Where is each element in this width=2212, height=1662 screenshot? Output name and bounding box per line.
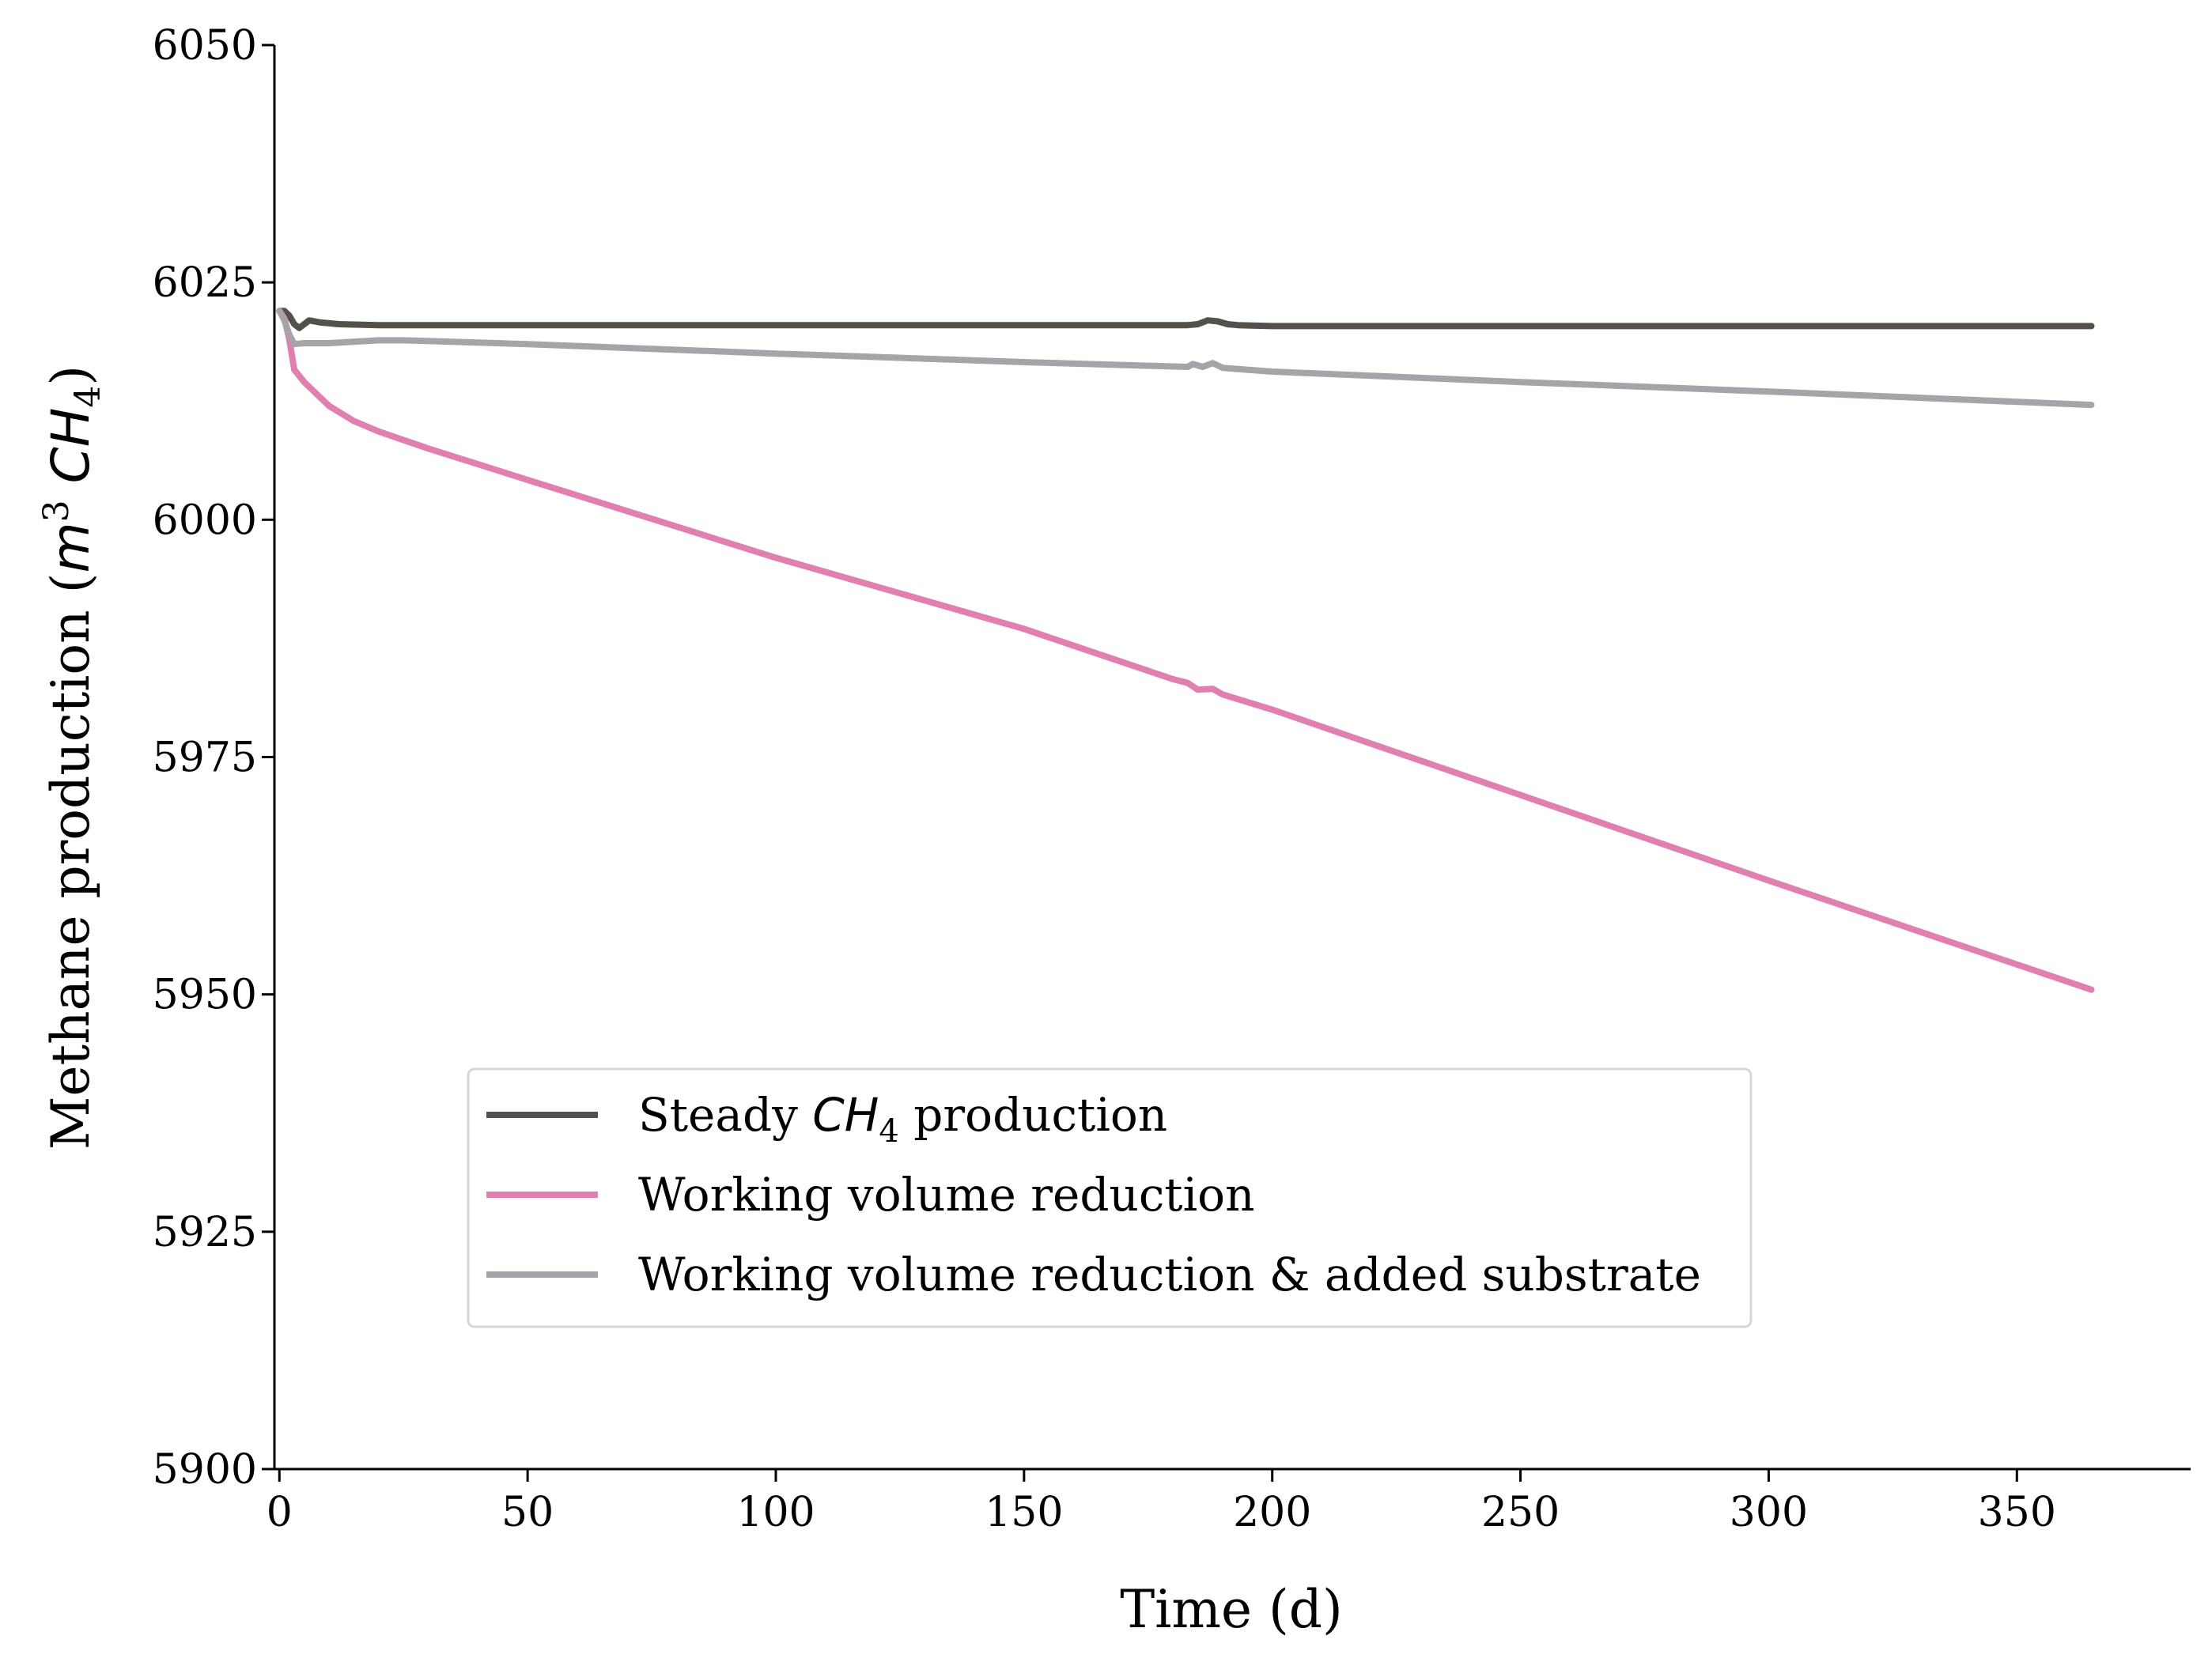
x-tick-label: 0	[267, 1489, 293, 1536]
series-line-1	[276, 308, 2095, 331]
y-axis-title: Methane production (m3 CH4)	[36, 365, 108, 1150]
legend-label-1: Steady CH4 production	[638, 1088, 1167, 1150]
y-tick-label: 5900	[153, 1446, 257, 1494]
x-tick-label: 50	[501, 1489, 554, 1536]
x-ticks: 0 50 100 150 200 250 300 350	[267, 1469, 2056, 1536]
legend-label-2: Working volume reduction	[638, 1168, 1254, 1222]
y-axis-title-unit-exp: 3	[36, 500, 77, 522]
x-tick-label: 200	[1233, 1489, 1311, 1536]
y-tick-label: 5950	[153, 972, 257, 1019]
y-axis-title-unit-sub: 4	[68, 386, 108, 408]
legend-label-3: Working volume reduction & added substra…	[638, 1248, 1701, 1301]
x-tick-label: 250	[1481, 1489, 1560, 1536]
x-tick-label: 150	[985, 1489, 1063, 1536]
legend-frame	[467, 1067, 1753, 1328]
y-tick-label: 6050	[153, 22, 257, 70]
x-tick-label: 350	[1978, 1489, 2056, 1536]
y-tick-label: 6025	[153, 259, 257, 307]
y-tick-label: 6000	[153, 497, 257, 544]
series-line-2	[276, 308, 2095, 993]
y-axis-title-space	[40, 483, 101, 500]
x-axis-title: Time (d)	[1120, 1579, 1343, 1640]
y-axis-title-suffix: )	[40, 365, 101, 386]
y-tick-label: 5925	[153, 1209, 257, 1256]
x-tick-label: 300	[1730, 1489, 1808, 1536]
legend: Steady CH4 production Working volume redu…	[467, 1067, 1753, 1328]
series-line-3	[276, 308, 2095, 409]
y-ticks: 5900 5925 5950 5975 6000 6025 6050	[153, 22, 274, 1494]
y-axis-title-prefix: Methane production (	[40, 573, 101, 1150]
series-lines	[276, 308, 2095, 993]
y-axis-title-unit-ch: CH	[40, 408, 101, 484]
y-tick-label: 5975	[153, 735, 257, 782]
y-axis-title-unit-m: m	[40, 522, 101, 572]
x-tick-label: 100	[736, 1489, 815, 1536]
